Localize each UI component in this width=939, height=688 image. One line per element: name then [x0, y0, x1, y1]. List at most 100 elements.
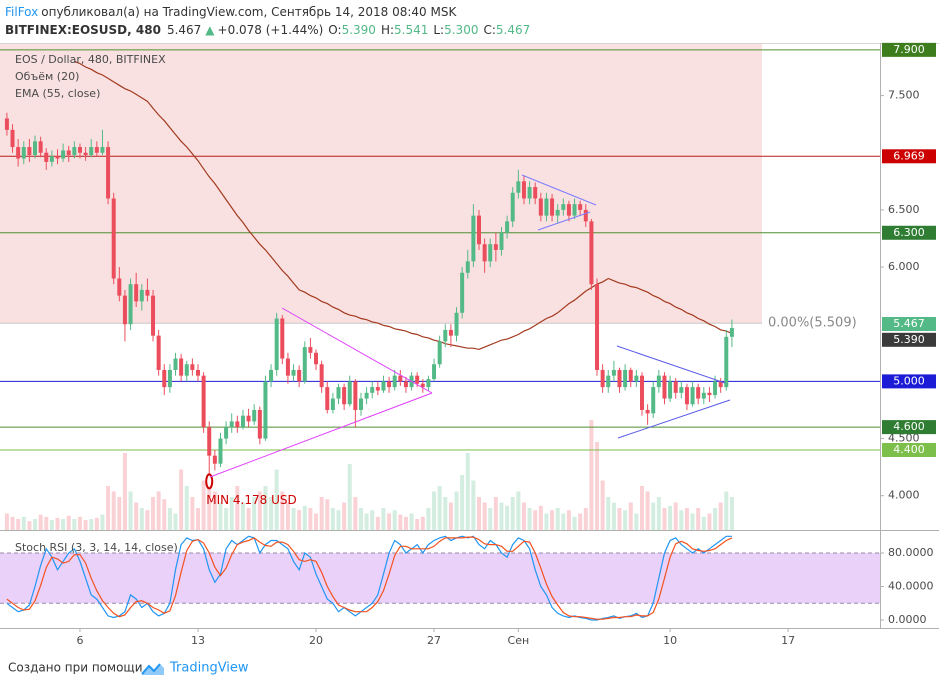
candle-body	[611, 369, 616, 376]
volume-bar	[358, 508, 363, 530]
candle-body	[606, 375, 611, 388]
volume-bar	[707, 513, 712, 530]
volume-bar	[162, 499, 167, 530]
level-label-box	[882, 374, 936, 389]
volume-bar	[432, 491, 437, 530]
logo-line	[141, 663, 161, 675]
candle-body	[403, 381, 408, 388]
volume-bar	[285, 502, 290, 530]
candle-body	[387, 381, 392, 388]
level-label-box	[882, 149, 936, 164]
candle-body	[679, 387, 684, 393]
candle-body	[392, 375, 397, 388]
candle-body	[308, 347, 313, 353]
candle-body	[493, 244, 498, 250]
candle-body	[533, 187, 538, 199]
x-tick-label: Сен	[508, 634, 530, 647]
legend-ema: EMA (55, close)	[15, 87, 100, 100]
volume-bar	[724, 491, 729, 530]
candle-body	[617, 369, 622, 388]
candle-body	[521, 181, 526, 199]
volume-bar	[173, 513, 178, 530]
volume-bar	[460, 475, 465, 530]
volume-bar	[195, 508, 200, 530]
candle-body	[375, 387, 380, 391]
candle-body	[195, 369, 200, 376]
volume-bar	[49, 520, 54, 530]
trendline	[617, 399, 731, 439]
candle-body	[100, 147, 105, 153]
volume-bar	[145, 510, 150, 530]
candle-body	[246, 415, 251, 422]
volume-bar	[72, 519, 77, 530]
candle-body	[370, 387, 375, 393]
candle-body	[482, 244, 487, 262]
volume-bar	[336, 510, 341, 530]
candle-body	[645, 409, 650, 414]
volume-bar	[274, 469, 279, 530]
price-label-box	[882, 316, 936, 331]
volume-bar	[77, 516, 82, 530]
stoch-band	[0, 553, 880, 604]
candle-body	[49, 156, 54, 162]
volume-bar	[370, 510, 375, 530]
candle-body	[398, 375, 403, 382]
volume-bar	[600, 480, 605, 530]
y-tick-label: 7.500	[888, 89, 920, 102]
candle-body	[218, 438, 223, 464]
volume-bar	[246, 508, 251, 530]
candle-body	[263, 381, 268, 439]
volume-bar	[713, 508, 718, 530]
volume-bar	[156, 491, 161, 530]
volume-bar	[634, 513, 639, 530]
x-tick-label: 10	[663, 634, 677, 647]
footer-brand[interactable]: TradingView	[169, 661, 249, 676]
candle-body	[538, 198, 543, 216]
level-label-box	[882, 225, 936, 240]
candle-body	[83, 152, 88, 156]
candle-body	[634, 375, 639, 382]
volume-bar	[190, 497, 195, 530]
candle-body	[16, 147, 21, 159]
candle-body	[381, 381, 386, 391]
volume-bar	[4, 513, 9, 530]
volume-bar	[606, 497, 611, 530]
candle-body	[505, 221, 510, 233]
volume-bar	[280, 491, 285, 530]
volume-bar	[493, 497, 498, 530]
x-tick-label: 17	[781, 634, 795, 647]
candle-body	[269, 369, 274, 382]
candle-body	[336, 387, 341, 399]
volume-bar	[269, 497, 274, 530]
volume-bar	[10, 516, 15, 530]
candle-body	[662, 375, 667, 399]
candle-body	[572, 204, 577, 216]
trendline	[521, 174, 597, 206]
level-label: 5.000	[893, 374, 925, 387]
volume-bar	[679, 510, 684, 530]
candle-body	[190, 364, 195, 370]
volume-bar	[521, 502, 526, 530]
candle-body	[21, 147, 26, 159]
candle-body	[516, 181, 521, 193]
x-tick-label: 27	[427, 634, 441, 647]
zone-label: 0.00%(5.509)	[768, 316, 857, 331]
volume-bar	[33, 519, 38, 530]
volume-bar	[623, 510, 628, 530]
volume-bar	[398, 514, 403, 530]
min-marker	[205, 473, 214, 490]
candle-body	[285, 358, 290, 376]
volume-bar	[595, 442, 600, 530]
volume-bar	[566, 510, 571, 530]
candle-body	[302, 347, 307, 382]
candle-body	[578, 204, 583, 210]
volume-bar	[240, 502, 245, 530]
symbol: BITFINEX:EOSUSD, 480	[5, 23, 161, 37]
volume-bar	[387, 513, 392, 530]
level-label: 4.400	[893, 443, 925, 456]
volume-bar	[167, 508, 172, 530]
candle-body	[499, 232, 504, 250]
legend-volume: Объём (20)	[15, 70, 79, 83]
volume-bar	[297, 510, 302, 530]
candle-body	[72, 147, 77, 156]
